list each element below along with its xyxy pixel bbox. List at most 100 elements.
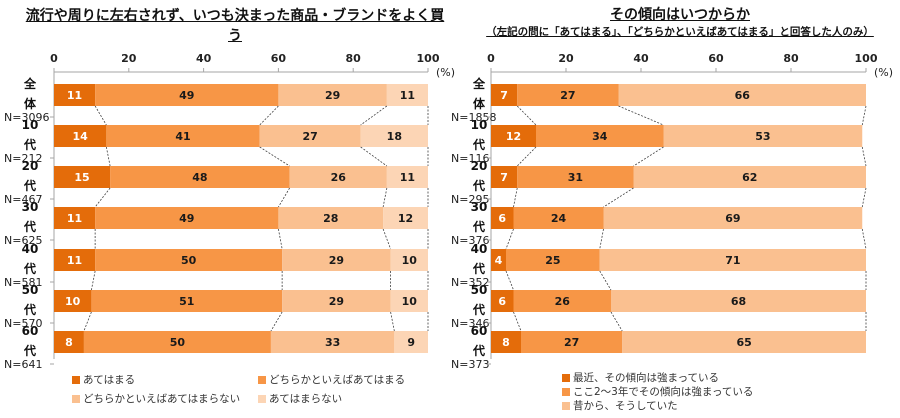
left-bar-segment — [54, 331, 84, 353]
legend-swatch — [258, 394, 266, 403]
left-data-label: 10 — [402, 254, 418, 267]
left-data-label: 8 — [65, 336, 73, 349]
left-bar-segment — [54, 290, 92, 312]
right-bar-segment — [513, 290, 611, 312]
right-x-tick-label: 20 — [558, 52, 574, 65]
right-data-label: 62 — [742, 171, 757, 184]
right-connector-line — [599, 228, 604, 250]
left-data-label: 50 — [170, 336, 186, 349]
right-bar-segment — [491, 290, 514, 312]
left-n-label: N=581 — [4, 276, 42, 289]
left-chart-title: 流行や周りに左右されず、いつも決まった商品・ブランドをよく買う — [25, 8, 445, 44]
right-bar-segment — [491, 249, 506, 271]
right-connector-line — [610, 311, 623, 332]
left-data-label: 33 — [325, 336, 340, 349]
right-bar-segment — [622, 331, 866, 353]
right-bar-segment — [506, 249, 600, 271]
left-n-label: N=3096 — [4, 111, 49, 124]
left-bar-segment — [54, 207, 96, 229]
right-data-label: 7 — [500, 89, 508, 102]
left-bar-segment — [110, 166, 290, 188]
right-data-label: 6 — [498, 212, 506, 225]
left-bar-segment — [289, 166, 387, 188]
left-category-label: 30 — [22, 200, 39, 214]
right-data-label: 8 — [502, 336, 510, 349]
left-data-label: 28 — [323, 212, 338, 225]
left-n-label: N=467 — [4, 193, 42, 206]
right-connector-line — [861, 105, 867, 126]
left-connector-line — [94, 187, 111, 208]
right-connector-line — [513, 187, 518, 208]
left-category-label: 代 — [23, 178, 36, 193]
left-n-label: N=212 — [4, 152, 42, 165]
right-unit-label: (%) — [874, 66, 893, 79]
left-category-label: 40 — [22, 242, 39, 256]
left-bar-segment — [360, 125, 428, 147]
legend-swatch — [72, 394, 80, 403]
left-unit-label: (%) — [436, 66, 455, 79]
right-connector-line — [516, 146, 537, 167]
right-chart-title: その傾向はいつからか — [610, 7, 750, 23]
left-category-label: 代 — [23, 261, 36, 276]
left-legend-item: あてはまらない — [258, 391, 342, 406]
right-x-tick-label: 0 — [487, 52, 495, 65]
right-category-label: 60 — [471, 324, 488, 338]
left-bar-segment — [106, 125, 260, 147]
right-connector-line — [861, 228, 867, 250]
right-data-label: 7 — [500, 171, 508, 184]
right-data-label: 24 — [551, 212, 567, 225]
right-category-label: 体 — [473, 96, 486, 111]
left-bar-segment — [83, 331, 271, 353]
right-bar-segment — [491, 125, 536, 147]
left-connector-line — [278, 187, 290, 208]
left-bar-segment — [386, 84, 428, 106]
left-category-label: 体 — [24, 96, 37, 111]
right-bar-segment — [599, 249, 866, 271]
left-bar-segment — [54, 125, 107, 147]
left-bar-segment — [95, 249, 283, 271]
right-bar-segment — [618, 84, 866, 106]
right-bar-segment — [517, 166, 634, 188]
left-bar-segment — [386, 166, 428, 188]
right-bar-segment — [663, 125, 863, 147]
right-x-tick-label: 60 — [708, 52, 724, 65]
right-n-label: N=116 — [451, 152, 489, 165]
right-connector-line — [516, 105, 537, 126]
legend-swatch — [562, 401, 570, 410]
legend-swatch — [562, 373, 570, 382]
left-category-label: 代 — [23, 343, 36, 358]
right-connector-line — [603, 187, 634, 208]
left-data-label: 49 — [179, 89, 194, 102]
right-category-label: 代 — [472, 178, 485, 193]
left-data-label: 10 — [65, 295, 81, 308]
right-bar-segment — [491, 207, 514, 229]
right-data-label: 4 — [495, 254, 503, 267]
legend-label: あてはまらない — [269, 393, 343, 405]
right-bar-segment — [513, 207, 604, 229]
right-n-label: N=376 — [451, 234, 489, 247]
left-n-label: N=570 — [4, 317, 42, 330]
right-category-label: 30 — [471, 200, 488, 214]
left-bar-segment — [54, 84, 96, 106]
right-data-label: 53 — [755, 130, 770, 143]
right-n-label: N=373 — [451, 358, 489, 371]
right-data-label: 25 — [545, 254, 560, 267]
left-bar-segment — [390, 290, 428, 312]
legend-swatch — [258, 375, 266, 384]
legend-label: あてはまる — [83, 374, 136, 386]
right-x-tick-label: 80 — [783, 52, 799, 65]
right-category-label: 20 — [471, 159, 488, 173]
right-category-label: 代 — [472, 261, 485, 276]
legend-label: どちらかといえばあてはまる — [269, 374, 406, 386]
legend-swatch — [72, 375, 80, 384]
right-data-label: 65 — [736, 336, 751, 349]
right-bar-segment — [491, 166, 518, 188]
left-data-label: 15 — [74, 171, 89, 184]
right-category-label: 代 — [472, 137, 485, 152]
left-legend-item: あてはまる — [72, 372, 135, 387]
left-bar-segment — [95, 84, 279, 106]
left-data-label: 29 — [329, 254, 344, 267]
left-x-tick-label: 20 — [121, 52, 137, 65]
right-legend-item: ここ2～3年でその傾向は強まっている — [562, 384, 753, 399]
